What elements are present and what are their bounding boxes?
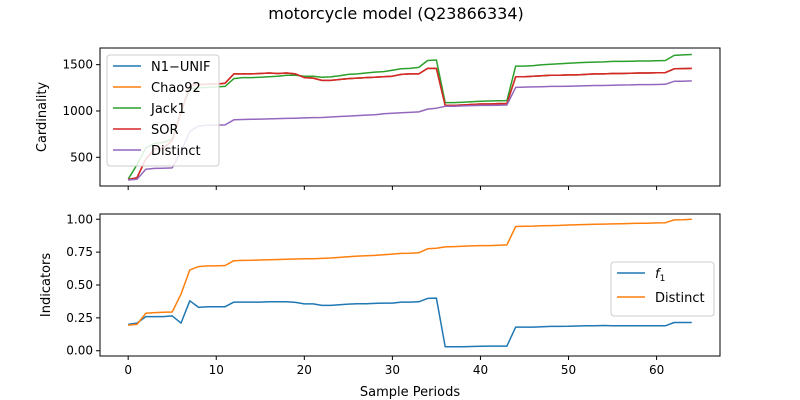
indicators-series-distinct-line bbox=[128, 218, 692, 326]
indicators-legend-label-f-1: f1 bbox=[655, 267, 665, 284]
cardinality-panel: 500 1000 1500 Cardinality N1−UNIF Chao92 Jac… bbox=[35, 47, 721, 190]
indicators-ytick-label: 0.50 bbox=[66, 278, 93, 292]
cardinality-legend-label-sor: SOR bbox=[151, 123, 179, 138]
indicators-panel: 0.00 0.25 0.50 0.75 1.00 0 10 20 30 40 50 60 Indica… bbox=[39, 212, 721, 377]
cardinality-ticks: 500 1000 1500 bbox=[62, 58, 658, 190]
indicators-legend-label-distinct: Distinct bbox=[655, 291, 705, 306]
indicators-series-group bbox=[128, 218, 692, 348]
indicators-xtick-label: 10 bbox=[209, 363, 224, 377]
cardinality-series-group bbox=[127, 53, 692, 181]
cardinality-series-distinct-line bbox=[128, 80, 692, 181]
indicators-xtick-label: 30 bbox=[385, 363, 400, 377]
indicators-xtick-label: 60 bbox=[649, 363, 664, 377]
indicators-xtick-label: 50 bbox=[561, 363, 576, 377]
indicators-legend: f1 Distinct bbox=[610, 261, 715, 317]
cardinality-legend-label-jack1: Jack1 bbox=[150, 102, 186, 117]
cardinality-ytick-label: 500 bbox=[70, 150, 93, 164]
indicators-ytick-label: 1.00 bbox=[66, 212, 93, 226]
indicators-series-f-1-line bbox=[128, 297, 692, 348]
indicators-ylabel: Indicators bbox=[39, 253, 54, 317]
cardinality-ytick-label: 1000 bbox=[62, 104, 93, 118]
indicators-xtick-label: 20 bbox=[297, 363, 312, 377]
indicators-ytick-label: 0.00 bbox=[66, 344, 93, 358]
cardinality-series-sor-line bbox=[128, 67, 692, 181]
cardinality-legend-box bbox=[106, 54, 220, 167]
cardinality-axes-frame bbox=[99, 47, 721, 187]
indicators-ytick-label: 0.75 bbox=[66, 245, 93, 259]
cardinality-series-jack1-line bbox=[127, 53, 692, 180]
indicators-xtick-label: 0 bbox=[124, 363, 132, 377]
indicators-legend-box bbox=[610, 261, 715, 317]
x-axis-label: Sample Periods bbox=[360, 385, 460, 400]
cardinality-legend-label-chao92: Chao92 bbox=[151, 81, 201, 96]
cardinality-legend-label-n1-unif: N1−UNIF bbox=[151, 60, 210, 75]
indicators-xtick-label: 40 bbox=[473, 363, 488, 377]
cardinality-ytick-label: 1500 bbox=[62, 58, 93, 72]
cardinality-legend: N1−UNIF Chao92 Jack1 SOR Distinct bbox=[106, 54, 220, 167]
chart-title: motorcycle model (Q23866334) bbox=[268, 4, 524, 23]
cardinality-ylabel: Cardinality bbox=[35, 82, 50, 153]
indicators-ytick-label: 0.25 bbox=[66, 311, 93, 325]
cardinality-legend-label-distinct: Distinct bbox=[151, 144, 201, 159]
indicators-ticks: 0.00 0.25 0.50 0.75 1.00 0 10 20 30 40 50 60 bbox=[66, 212, 664, 377]
